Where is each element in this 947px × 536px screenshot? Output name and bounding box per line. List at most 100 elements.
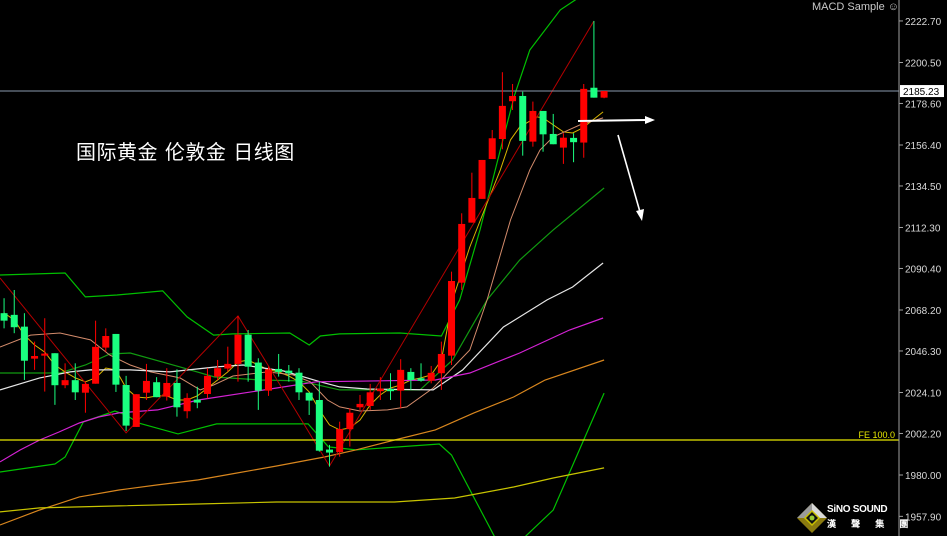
candle (112, 333, 120, 392)
candle-body (61, 380, 69, 386)
candle-body (20, 326, 28, 361)
candle-body (71, 380, 79, 393)
fe-level-label: FE 100.0 (858, 430, 895, 440)
sino-sound-logo: SiNO SOUND 漢 聲 集 團 (794, 500, 908, 536)
tick-label: 2024.10 (905, 389, 942, 400)
candle (437, 341, 445, 390)
candle-body (51, 353, 59, 386)
candle (10, 289, 18, 334)
candle-body (448, 281, 456, 356)
candle (600, 91, 608, 99)
candle-body (519, 95, 527, 141)
arrow-down-head (636, 209, 644, 221)
candle-body (427, 372, 435, 381)
candle-body (285, 370, 293, 374)
candle-body (458, 223, 466, 283)
candle (224, 346, 232, 372)
candle (153, 377, 161, 398)
logo-text: SiNO SOUND (827, 504, 888, 515)
candle (376, 377, 384, 400)
candle-body (600, 91, 608, 98)
candle (142, 363, 150, 400)
candle (325, 444, 333, 467)
candle-body (214, 368, 222, 377)
price-axis: 2222.70 2200.50 2178.60 2156.40 2134.50 2112.… (899, 17, 942, 523)
arrow-down (617, 134, 641, 213)
candle-body (478, 159, 486, 199)
candle-body (81, 383, 89, 393)
candle (122, 375, 130, 432)
candle (448, 271, 456, 366)
candle (163, 368, 171, 401)
candle-body (163, 382, 171, 397)
candle-body (376, 388, 384, 392)
candle (315, 381, 323, 452)
candle-body (305, 392, 313, 401)
candle (539, 110, 547, 152)
candle-body (539, 110, 547, 135)
ma-orange-line (0, 359, 605, 526)
zigzag-line (0, 20, 595, 467)
candle-body (41, 353, 49, 356)
candle-body (549, 133, 557, 145)
candle-body (224, 363, 232, 369)
candle-body (437, 353, 445, 374)
candle (264, 366, 272, 396)
candle (214, 359, 222, 380)
bollinger-lower-line (0, 392, 605, 536)
candle (509, 84, 517, 111)
candle-body (590, 87, 598, 98)
tick-label: 2178.60 (905, 99, 942, 110)
logo-text-cn: 漢 聲 集 團 (827, 520, 915, 530)
candle (41, 318, 49, 392)
candle-body (264, 369, 272, 391)
candle-body (559, 137, 567, 148)
candle (275, 353, 283, 377)
current-price-label: 2185.23 (903, 87, 940, 98)
candle-body (356, 403, 364, 408)
candle-body (254, 362, 262, 391)
candle (285, 365, 293, 382)
candle (366, 383, 374, 410)
candle-body (112, 333, 120, 385)
tick-label: 2046.30 (905, 347, 942, 358)
candle (458, 213, 466, 290)
candle (61, 363, 69, 389)
candle-body (336, 428, 344, 452)
candle-body (275, 368, 283, 372)
candle-body (203, 375, 211, 395)
candle-body (346, 412, 354, 430)
candle (81, 381, 89, 413)
candle (193, 386, 201, 409)
candle-body (244, 334, 252, 367)
tick-label: 2090.40 (905, 264, 942, 275)
candle (397, 359, 405, 409)
candle (529, 101, 537, 147)
candle-body (529, 110, 537, 142)
candle (203, 368, 211, 399)
chart-title: 国际黄金 伦敦金 日线图 (76, 140, 295, 164)
candle-body (102, 336, 110, 348)
candle (478, 159, 486, 199)
candle-body (0, 313, 8, 321)
candle (295, 368, 303, 400)
candle (336, 421, 344, 457)
candle-body (498, 105, 506, 140)
candle (102, 328, 110, 352)
tick-label: 2156.40 (905, 141, 942, 152)
candle-body (92, 346, 100, 384)
tick-label: 2222.70 (905, 17, 942, 28)
candle (92, 320, 100, 384)
candle-body (173, 382, 181, 408)
candle-body (142, 380, 150, 393)
indicator-name: MACD Sample ☺ (811, 1, 899, 13)
annotation-arrows (577, 116, 655, 221)
ma-white-line (0, 262, 604, 391)
candle (549, 113, 557, 145)
bollinger-upper-line (0, 0, 577, 346)
candle (305, 392, 313, 415)
candle (71, 363, 79, 400)
current-price-tag: 2185.23 (900, 85, 944, 98)
candle-body (468, 197, 476, 223)
